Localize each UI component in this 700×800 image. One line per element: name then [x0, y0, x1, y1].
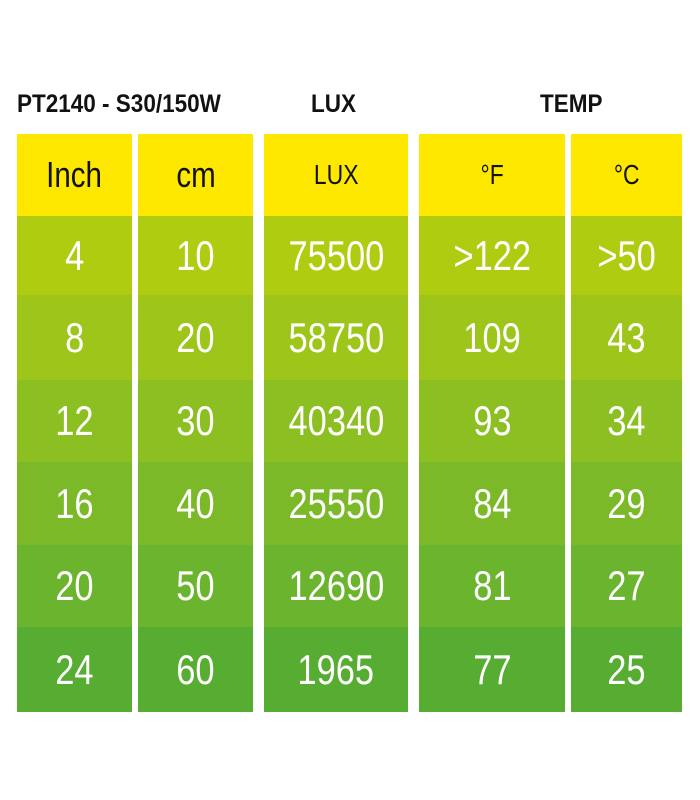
cell-lux: 58750	[264, 295, 408, 380]
cell-value: 40	[176, 479, 215, 527]
header-label: Inch	[46, 154, 103, 195]
cell-value: 29	[607, 479, 646, 527]
cell-inch: 8	[17, 295, 132, 380]
cell-lux: 12690	[264, 545, 408, 627]
cell-value: 75500	[288, 231, 384, 279]
cell-value: 4	[64, 231, 85, 279]
cell-cm: 20	[138, 295, 253, 380]
header-cm: cm	[138, 134, 253, 216]
cell-value: 58750	[288, 313, 384, 361]
cell-lux: 40340	[264, 380, 408, 462]
temp-title: TEMP	[540, 90, 603, 118]
cell-value: 93	[472, 397, 512, 444]
cell-c: 25	[571, 627, 682, 712]
cell-value: 84	[472, 479, 512, 527]
cell-value: 77	[472, 645, 512, 693]
cell-value: 27	[607, 562, 646, 609]
column-f: °F >122 109 93 84 81 77	[419, 134, 565, 712]
column-cm: cm 10 20 30 40 50 60	[138, 134, 253, 712]
cell-value: 24	[55, 645, 94, 693]
cell-f: 81	[419, 545, 565, 627]
header-label: °F	[480, 159, 504, 190]
cell-inch: 12	[17, 380, 132, 462]
column-inch: Inch 4 8 12 16 20 24	[17, 134, 132, 712]
header-label: LUX	[313, 159, 359, 190]
cell-value: 1965	[297, 645, 375, 693]
cell-value: 34	[607, 397, 646, 444]
cell-c: >50	[571, 216, 682, 295]
cell-c: 34	[571, 380, 682, 462]
cell-value: 12	[55, 397, 94, 444]
header-label: °C	[613, 159, 640, 190]
cell-value: 40340	[288, 397, 384, 444]
cell-c: 29	[571, 462, 682, 545]
cell-value: 12690	[288, 562, 384, 609]
cell-cm: 50	[138, 545, 253, 627]
cell-f: 93	[419, 380, 565, 462]
column-c: °C >50 43 34 29 27 25	[571, 134, 682, 712]
cell-lux: 1965	[264, 627, 408, 712]
cell-value: 25	[607, 645, 646, 693]
cell-value: 16	[55, 479, 94, 527]
cell-value: 50	[176, 562, 215, 609]
cell-value: >122	[453, 231, 531, 279]
cell-value: 43	[607, 313, 646, 361]
cell-value: 81	[472, 562, 512, 609]
cell-c: 27	[571, 545, 682, 627]
cell-lux: 25550	[264, 462, 408, 545]
cell-value: 20	[55, 562, 94, 609]
cell-cm: 60	[138, 627, 253, 712]
cell-value: 109	[463, 313, 521, 361]
cell-value: 25550	[288, 479, 384, 527]
cell-cm: 10	[138, 216, 253, 295]
cell-f: 109	[419, 295, 565, 380]
cell-value: >50	[597, 231, 656, 279]
cell-f: 77	[419, 627, 565, 712]
cell-cm: 40	[138, 462, 253, 545]
cell-value: 10	[176, 231, 215, 279]
header-inch: Inch	[17, 134, 132, 216]
cell-value: 8	[64, 313, 85, 361]
header-lux: LUX	[264, 134, 408, 216]
header-c: °C	[571, 134, 682, 216]
model-title: PT2140 - S30/150W	[17, 90, 221, 118]
header-label: cm	[175, 154, 216, 195]
lux-title: LUX	[311, 90, 356, 118]
cell-value: 30	[176, 397, 215, 444]
cell-lux: 75500	[264, 216, 408, 295]
cell-c: 43	[571, 295, 682, 380]
cell-inch: 16	[17, 462, 132, 545]
cell-value: 60	[176, 645, 215, 693]
cell-value: 20	[176, 313, 215, 361]
cell-cm: 30	[138, 380, 253, 462]
cell-f: >122	[419, 216, 565, 295]
column-lux: LUX 75500 58750 40340 25550 12690 1965	[264, 134, 408, 712]
cell-f: 84	[419, 462, 565, 545]
cell-inch: 20	[17, 545, 132, 627]
cell-inch: 4	[17, 216, 132, 295]
header-f: °F	[419, 134, 565, 216]
cell-inch: 24	[17, 627, 132, 712]
